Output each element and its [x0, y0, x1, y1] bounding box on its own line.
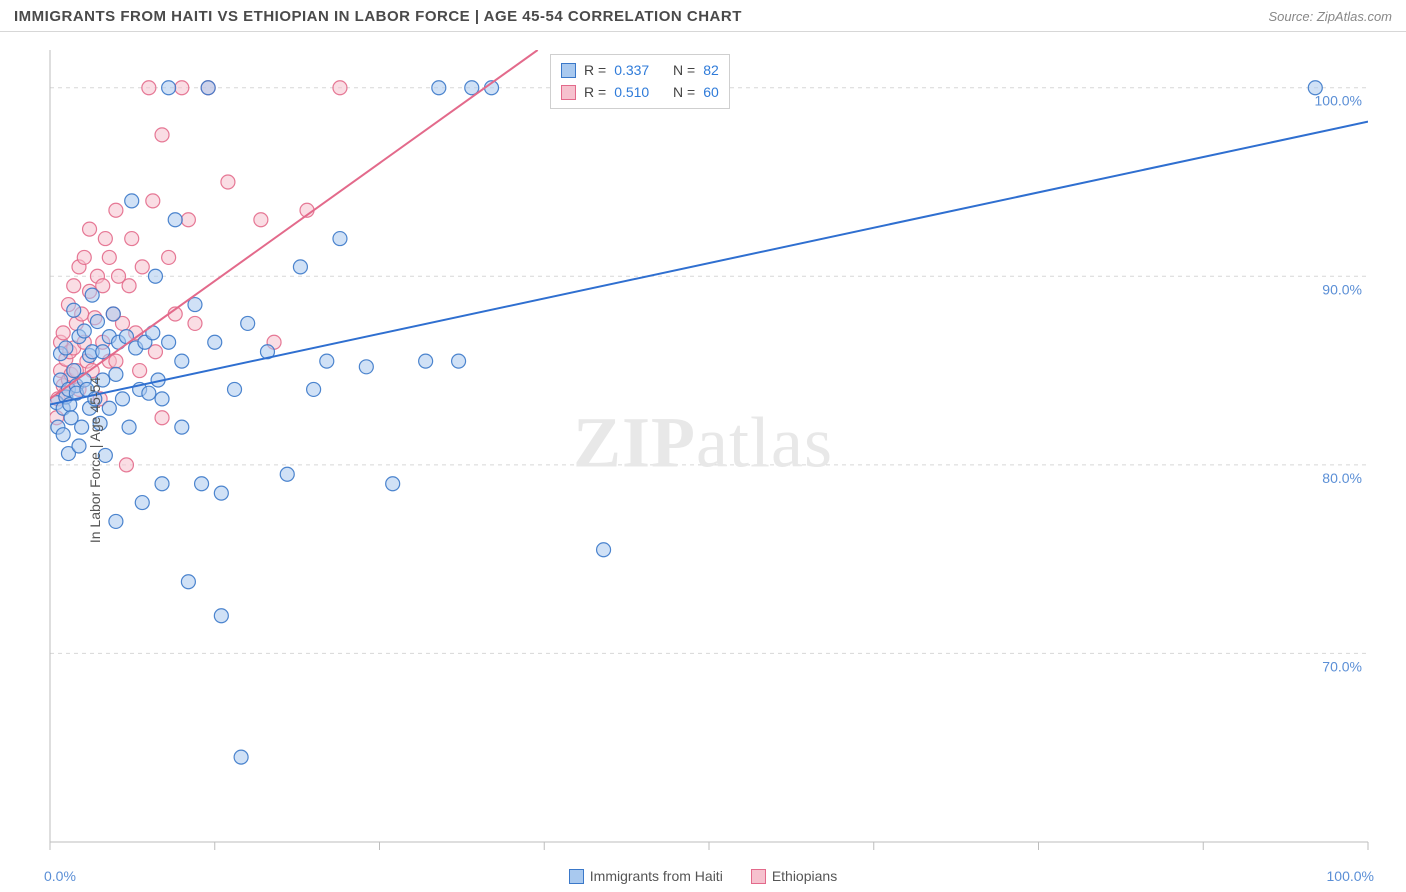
- legend-label-ethiopian: Ethiopians: [772, 868, 837, 884]
- correlation-legend: R = 0.337 N = 82 R = 0.510 N = 60: [550, 54, 730, 109]
- legend-swatch-haiti: [569, 869, 584, 884]
- stat-swatch-ethiopian: [561, 85, 576, 100]
- chart-area: ZIPatlas In Labor Force | Age 45-54 70.0…: [0, 32, 1406, 888]
- stat-swatch-haiti: [561, 63, 576, 78]
- svg-text:70.0%: 70.0%: [1322, 658, 1362, 674]
- svg-text:100.0%: 100.0%: [1315, 93, 1362, 109]
- chart-title: IMMIGRANTS FROM HAITI VS ETHIOPIAN IN LA…: [14, 8, 742, 25]
- legend-item-haiti: Immigrants from Haiti: [569, 868, 723, 884]
- svg-text:80.0%: 80.0%: [1322, 470, 1362, 486]
- legend-swatch-ethiopian: [751, 869, 766, 884]
- series-legend: Immigrants from Haiti Ethiopians: [0, 868, 1406, 884]
- y-axis-title: In Labor Force | Age 45-54: [87, 377, 103, 543]
- legend-item-ethiopian: Ethiopians: [751, 868, 837, 884]
- stat-row-haiti: R = 0.337 N = 82: [561, 59, 719, 81]
- stat-row-ethiopian: R = 0.510 N = 60: [561, 81, 719, 103]
- chart-header: IMMIGRANTS FROM HAITI VS ETHIOPIAN IN LA…: [0, 0, 1406, 32]
- scatter-plot: 70.0% 80.0% 90.0% 100.0%: [0, 32, 1406, 888]
- source-label: Source: ZipAtlas.com: [1268, 9, 1392, 24]
- legend-label-haiti: Immigrants from Haiti: [590, 868, 723, 884]
- svg-text:90.0%: 90.0%: [1322, 281, 1362, 297]
